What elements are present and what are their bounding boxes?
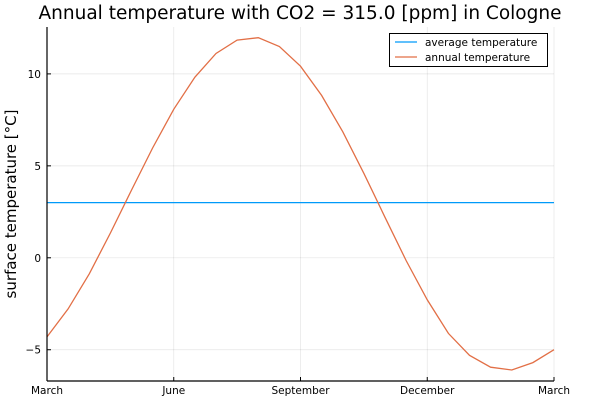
y-tick-label: 0 xyxy=(34,253,41,265)
legend-box xyxy=(389,33,548,67)
axes: March June September December March −5 0 5 10 xyxy=(26,27,570,397)
legend-label: average temperature xyxy=(425,37,537,49)
chart-title: Annual temperature with CO2 = 315.0 [ppm… xyxy=(39,3,562,24)
y-tick-label: 5 xyxy=(34,161,41,173)
x-tick-label: March xyxy=(538,385,570,397)
grid xyxy=(46,27,555,381)
y-tick-label: 10 xyxy=(28,69,41,81)
legend: average temperature annual temperature xyxy=(389,33,548,67)
legend-label: annual temperature xyxy=(425,52,530,64)
series-lines xyxy=(46,37,555,371)
y-axis-label: surface temperature [°C] xyxy=(2,110,20,299)
x-tick-label: December xyxy=(400,385,455,397)
x-tick-label: September xyxy=(271,385,330,397)
y-tick-label: −5 xyxy=(26,345,41,357)
x-tick-label: June xyxy=(161,385,185,397)
x-tick-label: March xyxy=(31,385,63,397)
series-line-annual-temperature xyxy=(46,37,555,371)
